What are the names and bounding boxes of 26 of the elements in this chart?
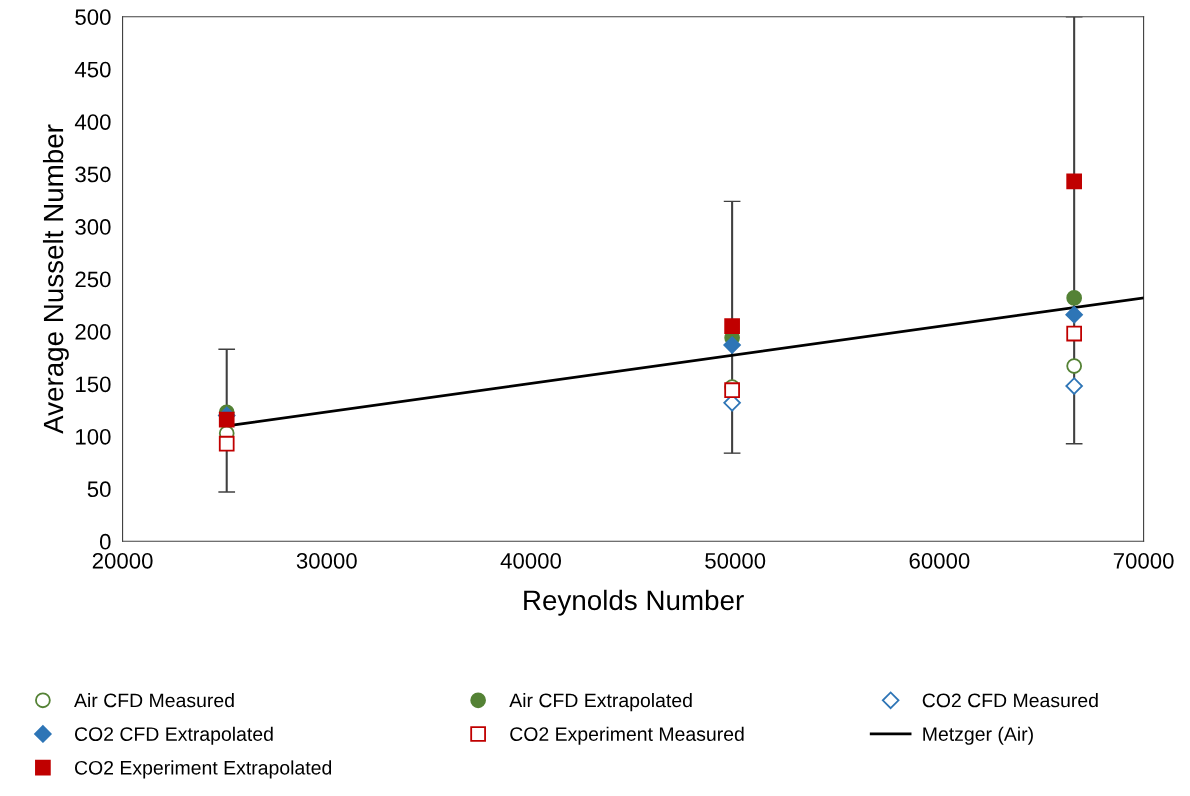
x-tick-label: 30000 [296,552,357,569]
y-tick-label: 50 [87,481,111,498]
y-tick-label: 200 [75,323,111,340]
legend-label: CO2 CFD Measured [922,693,1098,708]
y-tick-label: 500 [75,9,111,25]
y-axis-title: Average Nusselt Number [42,124,69,434]
x-axis-title: Reynolds Number [524,589,744,616]
y-tick-label: 350 [75,166,111,183]
legend-label: CO2 Experiment Measured [510,726,744,745]
legend-label: Air CFD Extrapolated [509,693,692,712]
legend-label: CO2 CFD Extrapolated [74,726,273,745]
y-tick-label: 100 [76,428,111,445]
x-tick-label: 40000 [500,552,562,569]
x-tick-label: 50000 [705,552,766,569]
legend-label: Metzger (Air) [923,726,1033,745]
y-tick-label: 300 [75,219,111,235]
x-tick-label: 70000 [1113,552,1174,569]
y-tick-label: 400 [74,114,111,130]
y-tick-label: 250 [75,271,111,288]
y-tick-label: 0 [99,533,111,550]
x-tick-label: 60000 [909,552,970,569]
y-tick-label: 150 [76,376,111,393]
legend-label: CO2 Experiment Extrapolated [74,760,332,779]
y-tick-label: 450 [74,61,111,78]
x-tick-label: 20000 [92,552,153,569]
legend-label: Air CFD Measured [74,693,234,708]
